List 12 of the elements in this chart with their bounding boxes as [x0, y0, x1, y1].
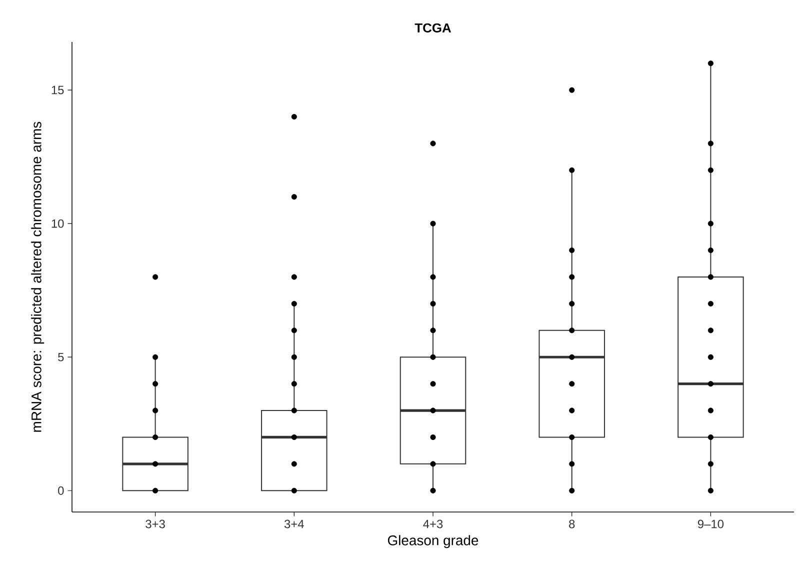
x-tick-label: 9–10 [698, 520, 724, 528]
x-tick-label: 4+3 [423, 520, 443, 528]
x-tick-label: 8 [569, 520, 575, 528]
x-axis-title: Gleason grade [388, 535, 478, 548]
y-tick-label: 0 [58, 486, 64, 495]
x-tick-label: 3+4 [284, 520, 304, 528]
x-tick-label: 3+3 [146, 520, 165, 528]
chart-title: TCGA [414, 23, 452, 32]
y-axis-title: mRNA score: predicted altered chromosome arms [31, 122, 44, 432]
y-tick-label: 5 [58, 352, 64, 362]
y-tick-label: 10 [52, 219, 64, 228]
y-tick-label: 15 [52, 86, 64, 94]
